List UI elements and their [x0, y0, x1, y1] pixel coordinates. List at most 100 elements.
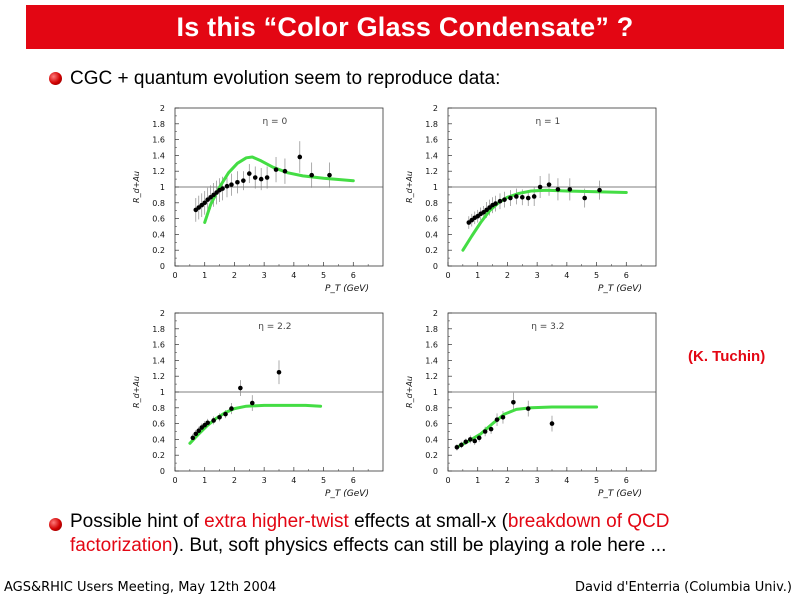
data-point: [202, 200, 208, 206]
footer-right: David d'Enterria (Columbia Univ.): [574, 580, 792, 595]
theory-curve: [203, 155, 355, 224]
bullet2-part-5: ). But, soft physics effects can still b…: [172, 535, 667, 556]
data-point: [459, 442, 464, 448]
data-point: [276, 369, 282, 375]
y-tick-label: 1.6: [425, 136, 438, 145]
theory-curve: [188, 403, 323, 445]
x-tick-label: 6: [624, 271, 629, 280]
y-tick-label: 0.6: [425, 420, 438, 429]
y-tick-label: 2: [433, 104, 438, 113]
bullet-text-2: Possible hint of extra higher-twist effe…: [70, 510, 785, 558]
data-point: [482, 429, 488, 434]
data-point: [463, 439, 469, 445]
x-tick-label: 0: [445, 476, 450, 485]
x-tick-label: 2: [505, 476, 510, 485]
x-tick-label: 3: [262, 271, 267, 280]
y-tick-label: 0.4: [425, 230, 438, 239]
data-point: [246, 171, 252, 176]
data-point: [597, 187, 602, 193]
slide-title: Is this “Color Glass Condensate” ?: [176, 11, 634, 42]
data-point: [497, 198, 503, 204]
x-tick-label: 3: [262, 476, 267, 485]
y-tick-label: 2: [433, 309, 438, 318]
data-point: [264, 175, 270, 180]
y-tick-label: 0: [433, 467, 438, 476]
y-tick-label: 0.8: [425, 199, 438, 208]
x-axis-label: P_T (GeV): [598, 284, 642, 294]
x-tick-label: 1: [202, 476, 207, 485]
data-point: [525, 195, 531, 201]
bullet2-highlight-1: extra higher-twist: [204, 511, 349, 532]
data-point: [249, 400, 255, 406]
data-point: [494, 417, 500, 422]
data-point: [514, 194, 519, 199]
y-tick-label: 1: [433, 183, 438, 192]
y-tick-label: 1.4: [152, 356, 165, 365]
data-point: [525, 406, 531, 411]
data-point: [229, 182, 234, 187]
x-tick-label: 2: [505, 271, 510, 280]
x-tick-label: 5: [594, 476, 599, 485]
data-point: [190, 435, 196, 441]
bullet-text-1: CGC + quantum evolution seem to reproduc…: [70, 68, 501, 89]
data-point: [493, 201, 498, 206]
x-tick-label: 4: [564, 271, 569, 280]
y-tick-label: 1.8: [152, 325, 165, 334]
y-tick-label: 1.2: [425, 372, 438, 381]
x-axis-label: P_T (GeV): [598, 489, 642, 499]
y-tick-label: 1.4: [152, 151, 165, 160]
data-point: [238, 385, 243, 391]
y-tick-label: 1.2: [425, 167, 438, 176]
y-tick-label: 1.6: [425, 341, 438, 350]
x-tick-label: 6: [624, 476, 629, 485]
x-tick-label: 3: [535, 271, 540, 280]
data-point: [531, 194, 537, 199]
bullet2-part-3: effects at small-x (: [348, 511, 508, 532]
data-point: [454, 445, 460, 450]
x-tick-label: 1: [202, 271, 207, 280]
data-point: [258, 176, 264, 182]
data-point: [205, 420, 210, 426]
data-point: [220, 186, 225, 191]
x-tick-label: 5: [321, 476, 326, 485]
data-point: [511, 399, 516, 405]
y-axis-label: R_d+Au: [405, 376, 414, 408]
y-tick-label: 0.4: [425, 435, 438, 444]
x-tick-label: 2: [232, 271, 237, 280]
data-point: [211, 418, 216, 423]
data-point: [252, 175, 258, 180]
x-tick-label: 2: [232, 476, 237, 485]
y-tick-label: 1.2: [152, 372, 165, 381]
data-point: [502, 197, 507, 202]
y-tick-label: 1: [433, 388, 438, 397]
panel-title: η = 2.2: [258, 322, 291, 332]
y-tick-label: 1.6: [152, 341, 165, 350]
y-tick-label: 0.8: [152, 404, 165, 413]
footer-left: AGS&RHIC Users Meeting, May 12th 2004: [4, 580, 277, 595]
x-tick-label: 4: [291, 476, 296, 485]
x-tick-label: 3: [535, 476, 540, 485]
y-tick-label: 0.2: [152, 451, 165, 460]
x-tick-label: 0: [172, 271, 177, 280]
y-tick-label: 0.8: [152, 199, 165, 208]
data-point: [223, 411, 228, 417]
data-point: [193, 431, 199, 437]
data-point: [309, 172, 314, 178]
data-point: [273, 167, 279, 172]
x-tick-label: 5: [594, 271, 599, 280]
y-tick-label: 0: [160, 467, 165, 476]
bullet2-highlight-2: breakdown of QCD factorization: [70, 511, 670, 556]
data-point: [241, 178, 246, 183]
data-point: [196, 428, 202, 434]
y-tick-label: 1: [160, 388, 165, 397]
y-tick-label: 2: [160, 309, 165, 318]
y-tick-label: 0.6: [152, 420, 165, 429]
data-point: [546, 182, 552, 187]
panel-title: η = 0: [262, 117, 287, 127]
data-point: [282, 168, 288, 174]
data-point: [519, 194, 525, 200]
x-tick-label: 6: [351, 271, 356, 280]
y-tick-label: 0.8: [425, 404, 438, 413]
x-tick-label: 0: [172, 476, 177, 485]
y-tick-label: 1.6: [152, 136, 165, 145]
